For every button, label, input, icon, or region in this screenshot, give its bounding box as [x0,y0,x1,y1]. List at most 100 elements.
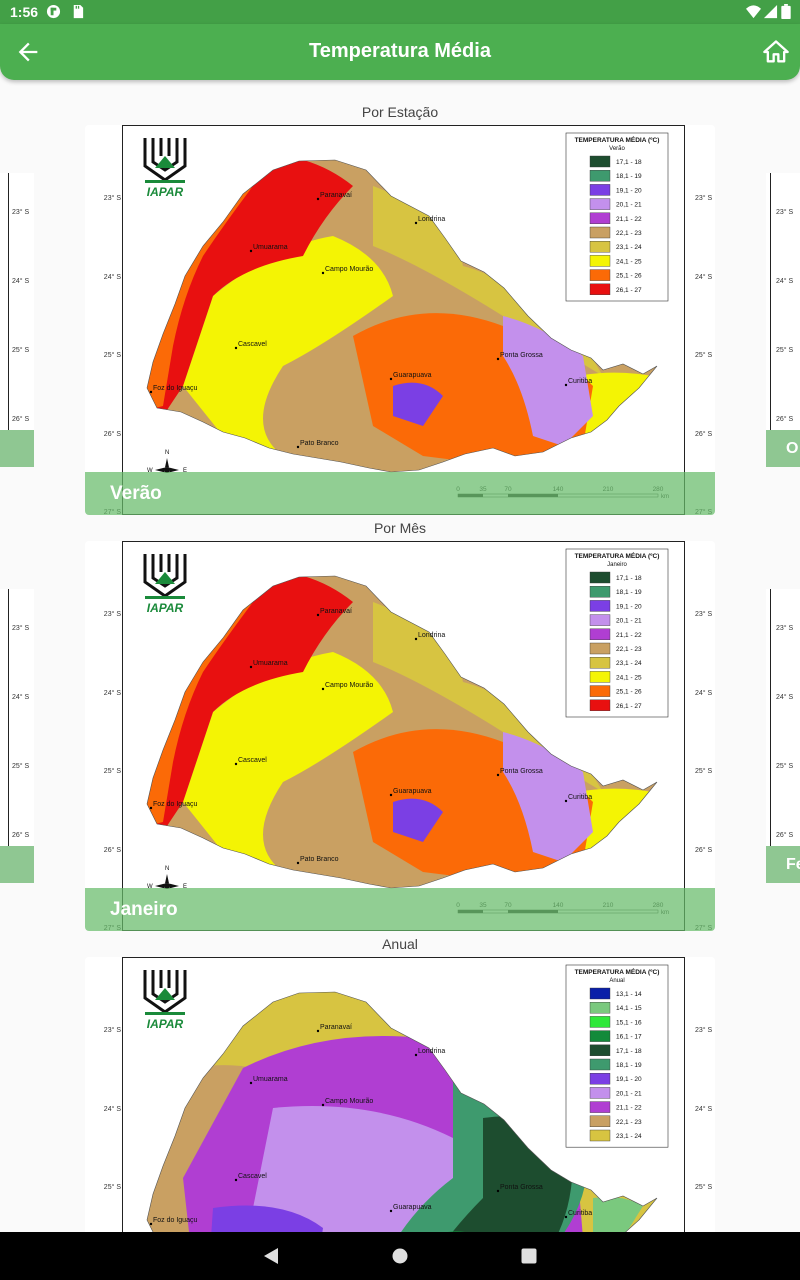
city-label: Paranavaí [320,1024,352,1031]
card-caption: Verão [110,483,162,504]
peek-latitude-label: 24° S [776,278,794,285]
latitude-label: 25° S [695,351,713,359]
legend-label: 22,1 - 23 [616,646,642,653]
legend-swatch [589,586,611,598]
status-bar: 1:56 [0,0,800,24]
city-marker [234,1178,238,1182]
legend-label: 18,1 - 19 [616,1062,642,1069]
city-label: Londrina [418,632,445,639]
peek-latitude-label: 26° S [776,416,794,423]
legend-label: 24,1 - 25 [616,674,642,681]
city-label: Foz do Iguaçu [153,801,197,808]
card-caption-bar: Janeiro [85,888,715,931]
legend-label: 17,1 - 18 [616,575,642,582]
peek-caption-bar [0,430,34,467]
page-title: Temperatura Média [309,40,491,62]
legend-label: 23,1 - 24 [616,244,642,251]
city-marker [296,445,300,449]
legend-swatch [589,1044,611,1057]
compass-rose: N W E [147,866,187,890]
wifi-icon [746,5,761,19]
legend-swatch [589,1030,611,1042]
city-label: Ponta Grossa [500,768,543,775]
city-label: Cascavel [238,757,267,764]
latitude-label: 23° S [104,1026,122,1034]
peek-latitude-label: 24° S [12,278,30,285]
legend-label: 18,1 - 19 [616,173,642,180]
temperature-map: 23° S 23° S 24° S 24° S 25° S 25° S 26° S 26° S… [104,125,713,515]
city-marker [249,665,253,669]
city-marker [321,1103,325,1107]
peek-latitude-label: 24° S [776,694,794,701]
city-label: Umuarama [253,1076,288,1083]
legend-swatch [589,184,611,196]
city-marker [414,221,418,225]
city-marker [149,390,153,394]
legend-label: 19,1 - 20 [616,187,642,194]
legend-label: 17,1 - 18 [616,159,642,166]
latitude-label: 25° S [695,767,713,775]
home-button[interactable] [762,38,790,66]
legend-swatch [589,571,611,584]
section-label: Por Estação [361,104,439,120]
city-marker [564,383,568,387]
city-label: Guarapuava [393,1204,432,1211]
status-time: 1:56 [10,4,39,20]
latitude-label: 23° S [695,1026,713,1034]
legend-label: 22,1 - 23 [616,230,642,237]
peek-latitude-label: 26° S [776,832,794,839]
svg-text:IAPAR: IAPAR [147,185,184,199]
carousel-next-peek[interactable]: O 23° S 24° S 25° S 26° S [766,173,800,467]
nav-home-icon[interactable] [391,1246,409,1266]
back-button[interactable] [14,38,42,66]
legend-swatch [589,170,611,182]
legend-label: 18,1 - 19 [616,589,642,596]
city-label: Guarapuava [393,788,432,795]
latitude-label: 24° S [104,1105,122,1113]
legend-label: 17,1 - 18 [616,1048,642,1055]
latitude-label: 24° S [695,273,713,281]
map-legend: TEMPERATURA MÉDIA (ºC) Anual 13,1 - 14 14,1… [565,964,669,1148]
latitude-label: 26° S [695,430,713,438]
legend-label: 20,1 - 21 [616,202,642,209]
nav-back-icon[interactable] [262,1246,280,1266]
card-caption: Janeiro [110,899,178,920]
city-marker [496,1189,500,1193]
city-label: Foz do Iguaçu [153,385,197,392]
legend-title: TEMPERATURA MÉDIA (ºC) [575,551,660,560]
carousel-prev-peek[interactable]: 23° S 24° S 25° S 26° S [0,589,34,883]
latitude-label: 25° S [104,767,122,775]
carousel-prev-peek[interactable]: 23° S 24° S 25° S 26° S [0,173,34,467]
carousel-next-peek[interactable]: Fe 23° S 24° S 25° S 26° S [766,589,800,883]
peek-caption-bar: Fe [766,846,800,883]
legend-swatch [589,155,611,168]
peek-latitude-label: 23° S [12,209,30,216]
map-card[interactable]: 23° S23° S24° S24° S25° S25° S26° S26° S… [85,957,715,1232]
peek-latitude-label: 26° S [12,416,30,423]
nav-recents-icon[interactable] [520,1246,538,1266]
legend-swatch [589,1129,611,1142]
city-marker [321,687,325,691]
legend-subtitle: Anual [609,978,624,984]
legend-swatch [589,699,611,712]
city-marker [316,613,320,617]
legend-swatch [589,628,611,641]
card-caption-bar: Verão [85,472,715,515]
city-label: Curitiba [568,794,592,801]
peek-map-border [770,589,771,846]
legend-swatch [589,269,611,281]
city-label: Campo Mourão [325,1098,373,1105]
city-marker [316,197,320,201]
battery-icon [781,4,791,19]
legend-swatch [589,656,611,669]
section-label: Anual [382,936,418,952]
peek-latitude-label: 25° S [12,347,30,354]
city-marker [564,799,568,803]
legend-label: 19,1 - 20 [616,1076,642,1083]
svg-text:IAPAR: IAPAR [147,601,184,615]
city-marker [234,762,238,766]
peek-latitude-label: 23° S [776,625,794,632]
latitude-label: 26° S [695,846,713,854]
